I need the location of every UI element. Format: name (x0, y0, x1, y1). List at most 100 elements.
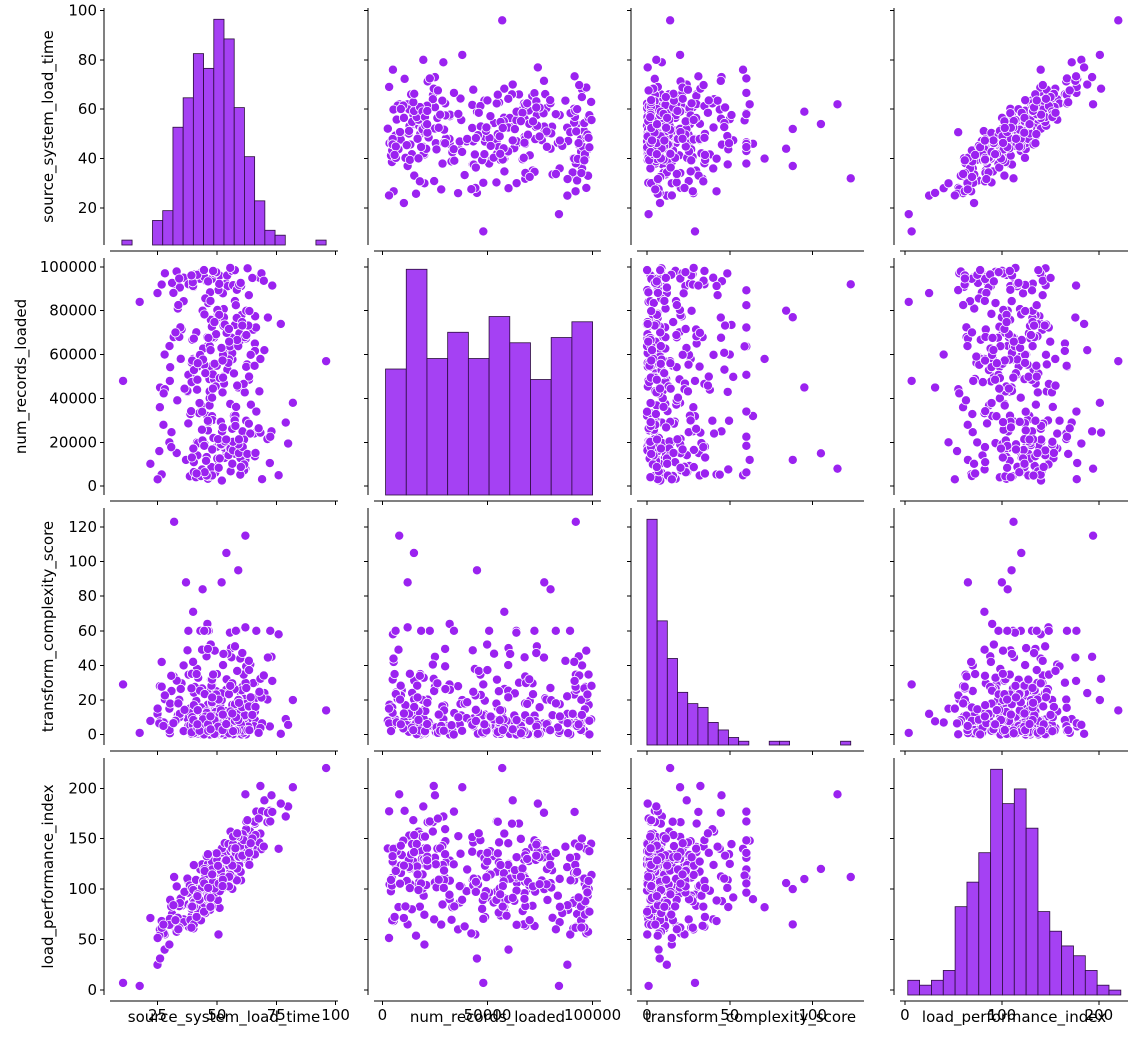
scatter-point-r1c3-255 (1039, 320, 1050, 331)
scatter-point-r1c2-241 (691, 423, 702, 434)
scatter-point-r3c1-253 (524, 915, 535, 926)
scatter-point-r0c3-218 (1031, 129, 1042, 140)
scatter-point-r1c2-226 (739, 341, 750, 352)
scatter-point-r1c0-294 (173, 300, 184, 311)
scatter-point-r3c2-197 (694, 856, 705, 867)
hist-bar-load_performance_index-3 (942, 970, 956, 996)
scatter-point-r2c0-312 (202, 643, 213, 654)
scatter-point-r2c0-10 (273, 629, 284, 640)
scatter-point-r2c3-295 (1036, 725, 1047, 736)
x-tick-label-col3-200: 200 (1085, 1006, 1114, 1024)
scatter-point-r0c2-280 (652, 174, 663, 185)
scatter-point-r3c0-310 (203, 882, 214, 893)
scatter-point-r0c3-253 (966, 171, 977, 182)
hist-bar-num_records_loaded-4 (467, 358, 490, 496)
scatter-point-r2c1-323 (384, 703, 395, 714)
scatter-point-r3c0-301 (244, 859, 255, 870)
scatter-point-r0c2-111 (741, 87, 752, 98)
scatter-point-r1c2-273 (668, 317, 679, 328)
scatter-point-r1c0-156 (241, 361, 252, 372)
scatter-point-r0c1-322 (398, 112, 409, 123)
scatter-point-r2c0-280 (168, 718, 179, 729)
scatter-point-r1c0-165 (172, 395, 183, 406)
scatter-point-r1c3-269 (980, 355, 991, 366)
scatter-point-r3c1-133 (471, 953, 482, 964)
scatter-point-r2c0-111 (251, 625, 262, 636)
scatter-point-r1c0-167 (214, 278, 225, 289)
scatter-point-r3c1-245 (582, 887, 593, 898)
scatter-point-r0c2-311 (677, 133, 688, 144)
y-tick-label-row2-60: 60 (78, 622, 97, 640)
scatter-point-r3c1-306 (413, 885, 424, 896)
scatter-point-r1c2-308 (651, 276, 662, 287)
scatter-point-r2c0-326 (245, 692, 256, 703)
x-tick-label-col1-100000: 100000 (564, 1006, 621, 1024)
scatter-point-r1c3-324 (990, 374, 1001, 385)
scatter-point-r0c1-299 (422, 127, 433, 138)
scatter-point-r0c1-64 (529, 88, 540, 99)
scatter-point-r0c1-240 (511, 178, 522, 189)
scatter-point-r2c3-302 (1047, 726, 1058, 737)
scatter-point-r2c1-26 (402, 622, 413, 633)
scatter-point-r0c2-11 (675, 49, 686, 60)
scatter-point-r3c0-321 (205, 901, 216, 912)
scatter-point-r3c2-149 (719, 873, 730, 884)
scatter-point-r3c2-325 (652, 855, 663, 866)
scatter-point-r1c0-298 (218, 372, 229, 383)
scatter-point-r2c3-5 (1006, 565, 1017, 576)
scatter-point-r3c1-310 (438, 882, 449, 893)
scatter-point-r1c2-219 (682, 386, 693, 397)
hist-bar-load_performance_index-15 (1084, 970, 1098, 996)
scatter-point-r0c2-318 (642, 62, 653, 73)
scatter-point-r3c2-220 (687, 922, 698, 933)
scatter-point-r3c2-21 (653, 944, 664, 955)
scatter-point-r2c0-109 (175, 683, 186, 694)
hist-bar-load_performance_index-2 (931, 979, 944, 996)
scatter-point-r0c2-5 (799, 106, 810, 117)
scatter-point-r1c3-302 (1047, 436, 1058, 447)
scatter-point-r3c2-236 (723, 902, 734, 913)
scatter-point-r3c0-319 (205, 892, 216, 903)
scatter-point-r1c3-222 (1061, 360, 1072, 371)
scatter-point-r1c2-282 (654, 383, 665, 394)
scatter-point-r2c1-257 (528, 689, 539, 700)
scatter-point-r2c1-297 (395, 694, 406, 705)
scatter-point-r2c0-212 (186, 683, 197, 694)
hist-bar-load_performance_index-10 (1025, 827, 1039, 996)
scatter-point-r1c0-212 (186, 270, 197, 281)
scatter-point-r1c0-213 (166, 442, 177, 453)
scatter-point-r2c0-2 (321, 705, 332, 716)
scatter-point-r2c0-268 (225, 680, 236, 691)
scatter-point-r0c1-305 (389, 149, 400, 160)
scatter-point-r2c1-245 (582, 689, 593, 700)
scatter-point-r0c3-294 (958, 168, 969, 179)
scatter-point-r1c0-281 (208, 265, 219, 276)
scatter-point-r1c3-291 (1031, 300, 1042, 311)
scatter-point-r2c3-21 (938, 717, 949, 728)
scatter-point-r1c3-173 (954, 388, 965, 399)
scatter-point-r3c0-212 (186, 922, 197, 933)
scatter-point-r0c3-275 (975, 142, 986, 153)
scatter-point-r1c2-263 (651, 461, 662, 472)
hist-bar-num_records_loaded-8 (550, 337, 573, 496)
scatter-point-r2c0-124 (183, 625, 194, 636)
scatter-point-r2c3-220 (959, 681, 970, 692)
scatter-point-r3c1-309 (433, 874, 444, 885)
hist-bar-source_system_load_time-11 (233, 107, 245, 246)
scatter-point-r0c1-91 (429, 176, 440, 187)
scatter-point-r0c1-306 (413, 153, 424, 164)
scatter-point-r0c3-265 (962, 184, 973, 195)
scatter-point-r1c3-282 (1003, 383, 1014, 394)
scatter-point-r1c2-201 (714, 469, 725, 480)
scatter-point-r0c1-266 (404, 125, 415, 136)
scatter-point-r3c1-151 (384, 806, 395, 817)
scatter-point-r2c3-289 (1063, 725, 1074, 736)
scatter-point-r1c2-118 (707, 415, 718, 426)
y-axis-label-source_system_load_time: source_system_load_time (39, 30, 58, 223)
scatter-point-r1c2-304 (693, 280, 704, 291)
scatter-point-r0c3-182 (1019, 152, 1030, 163)
scatter-point-r2c3-150 (966, 656, 977, 667)
scatter-point-r1c0-267 (241, 330, 252, 341)
scatter-point-r1c3-221 (959, 273, 970, 284)
x-axis-label-load_performance_index: load_performance_index (922, 1008, 1106, 1027)
